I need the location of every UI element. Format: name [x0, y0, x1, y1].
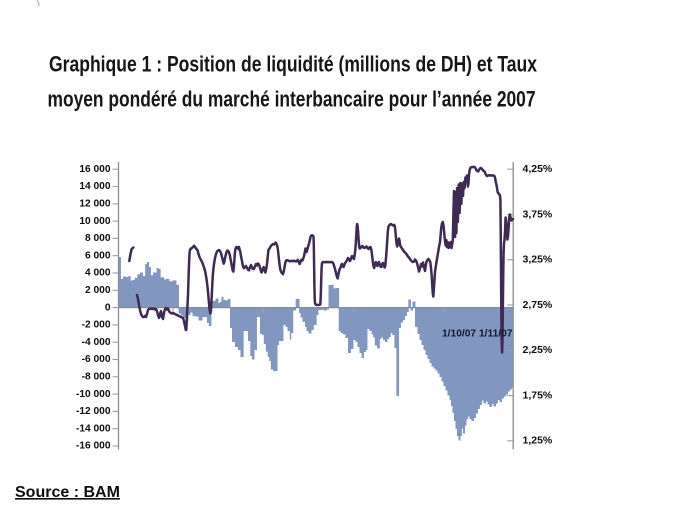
- svg-text:12 000: 12 000: [79, 198, 110, 209]
- svg-text:Graphique 1 : Position de liqu: Graphique 1 : Position de liquidité (mil…: [49, 52, 538, 77]
- svg-text:1,25%: 1,25%: [523, 435, 553, 447]
- svg-text:1/10/07 1/11/07: 1/10/07 1/11/07: [442, 329, 513, 340]
- svg-text:-2 000: -2 000: [82, 320, 111, 331]
- svg-text:moyen pondéré du marché interb: moyen pondéré du marché interbancaire po…: [48, 87, 536, 112]
- svg-text:3,75%: 3,75%: [523, 208, 553, 220]
- svg-text:Source : BAM: Source : BAM: [15, 484, 120, 501]
- svg-text:-6 000: -6 000: [82, 354, 111, 365]
- svg-text:4,25%: 4,25%: [523, 163, 553, 175]
- svg-text:1,75%: 1,75%: [523, 389, 553, 401]
- svg-text:2,75%: 2,75%: [523, 299, 553, 311]
- svg-text:0: 0: [105, 302, 111, 313]
- svg-text:4 000: 4 000: [85, 268, 111, 279]
- svg-text:2,25%: 2,25%: [523, 344, 553, 356]
- svg-text:-10 000: -10 000: [76, 389, 111, 400]
- svg-text:-16 000: -16 000: [76, 441, 111, 452]
- svg-text:16 000: 16 000: [79, 164, 110, 175]
- svg-text:-12 000: -12 000: [76, 406, 111, 417]
- svg-text:10 000: 10 000: [79, 216, 110, 227]
- svg-text:2 000: 2 000: [85, 285, 111, 296]
- svg-text:8 000: 8 000: [85, 233, 111, 244]
- svg-text:3,25%: 3,25%: [523, 253, 553, 265]
- svg-text:14 000: 14 000: [79, 181, 110, 192]
- svg-text:-4 000: -4 000: [82, 337, 111, 348]
- svg-text:6 000: 6 000: [85, 250, 111, 261]
- svg-text:-14 000: -14 000: [76, 423, 111, 434]
- svg-text:-8 000: -8 000: [82, 371, 111, 382]
